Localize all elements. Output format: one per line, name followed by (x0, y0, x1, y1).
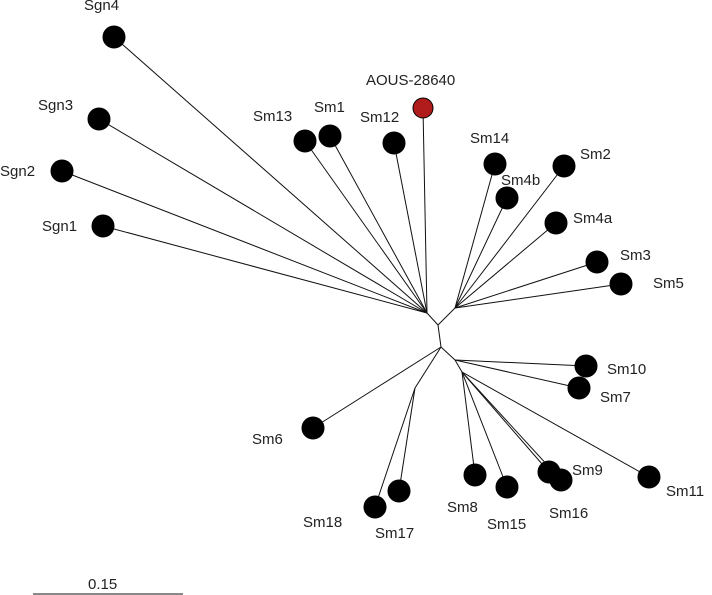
leaf-label-sgn1: Sgn1 (42, 218, 77, 235)
leaf-label-sm2: Sm2 (580, 146, 611, 163)
leaf-label-sm10: Sm10 (607, 361, 646, 378)
leaf-label-sgn4: Sgn4 (84, 0, 119, 14)
branch-sm2 (454, 165, 565, 309)
leaf-node-sm14 (483, 152, 507, 176)
internal-branch-center (437, 324, 442, 348)
branch-sm7 (454, 359, 580, 389)
leaf-node-sm18 (363, 495, 387, 519)
branch-sm17 (398, 387, 416, 492)
leaf-label-sm4a: Sm4a (573, 210, 613, 227)
leaf-node-sgn3 (87, 107, 111, 131)
leaf-node-sgn2 (50, 159, 74, 183)
leaf-label-sm12: Sm12 (360, 109, 399, 126)
internal-branch-lower (454, 359, 463, 373)
branch-sm18 (374, 387, 416, 508)
leaf-node-sm6 (301, 416, 325, 440)
tree-branches (61, 36, 650, 508)
leaf-node-sm15 (495, 475, 519, 499)
leaf-label-sm3: Sm3 (620, 247, 651, 264)
internal-branch-lower-right (440, 346, 456, 361)
leaf-label-sm1: Sm1 (314, 99, 345, 116)
leaf-node-sm10 (574, 354, 598, 378)
branch-sm4a (454, 222, 557, 309)
leaf-node-sm1 (318, 124, 342, 148)
branch-sm13 (304, 140, 428, 314)
branch-sm6 (312, 346, 442, 429)
leaf-label-sgn2: Sgn2 (0, 163, 35, 180)
leaf-label-sm14: Sm14 (470, 130, 509, 147)
leaf-label-sm9: Sm9 (572, 462, 603, 479)
leaf-node-sm16 (549, 468, 573, 492)
branch-sm14 (454, 163, 496, 309)
leaf-label-sm5: Sm5 (653, 275, 684, 292)
leaf-label-sm11: Sm11 (666, 483, 704, 500)
leaf-node-sgn1 (91, 214, 115, 238)
scale-bar-label: 0.15 (88, 576, 117, 593)
leaf-node-sm4b (495, 186, 519, 210)
branch-sm10 (454, 359, 587, 367)
leaf-node-sgn4 (102, 25, 126, 49)
branch-sm15 (461, 371, 508, 488)
leaf-node-sm5 (609, 272, 633, 296)
leaf-node-sm8 (463, 463, 487, 487)
branch-sgn4 (113, 36, 428, 314)
internal-branch-upper (426, 312, 439, 326)
branch-sm5 (454, 283, 622, 309)
leaf-label-sm16: Sm16 (549, 505, 588, 522)
branch-sm12 (393, 142, 428, 314)
leaf-label-sm7: Sm7 (600, 389, 631, 406)
internal-branch-lower-left (414, 346, 442, 389)
leaf-label-aous: AOUS-28640 (366, 72, 455, 89)
leaf-label-sm8: Sm8 (447, 499, 478, 516)
leaf-label-sm6: Sm6 (252, 431, 283, 448)
leaf-node-sm12 (382, 131, 406, 155)
leaf-node-sm11 (637, 465, 661, 489)
leaf-label-sm15: Sm15 (487, 516, 526, 533)
leaf-label-sm4b: Sm4b (501, 172, 540, 189)
branch-aous (422, 107, 428, 314)
leaf-node-sm7 (567, 376, 591, 400)
branch-sm1 (329, 135, 428, 314)
leaf-node-aous (412, 97, 434, 119)
branch-sgn2 (61, 170, 428, 314)
branch-sm4b (454, 197, 508, 309)
tree-leaf-nodes (50, 25, 661, 519)
leaf-node-sm2 (552, 154, 576, 178)
branch-sgn3 (98, 118, 428, 314)
leaf-node-sm3 (585, 250, 609, 274)
branch-sm8 (461, 371, 476, 476)
leaf-label-sm13: Sm13 (253, 108, 292, 125)
leaf-node-sm4a (544, 211, 568, 235)
branch-sm3 (454, 261, 598, 309)
leaf-node-sm13 (293, 129, 317, 153)
branch-sm11 (461, 371, 650, 478)
branch-sgn1 (102, 225, 428, 314)
branch-sm9 (461, 371, 550, 473)
internal-branch-upper-right (437, 307, 456, 326)
tree-leaf-labels: Sgn4 Sgn3 Sgn2 Sgn1 Sm13 Sm1 Sm12 AOUS-28640 Sm1… (0, 0, 704, 542)
leaf-label-sm17: Sm17 (375, 525, 414, 542)
leaf-node-sm17 (387, 479, 411, 503)
leaf-label-sgn3: Sgn3 (38, 97, 73, 114)
scale-bar: 0.15 (33, 576, 183, 595)
leaf-label-sm18: Sm18 (303, 514, 342, 531)
